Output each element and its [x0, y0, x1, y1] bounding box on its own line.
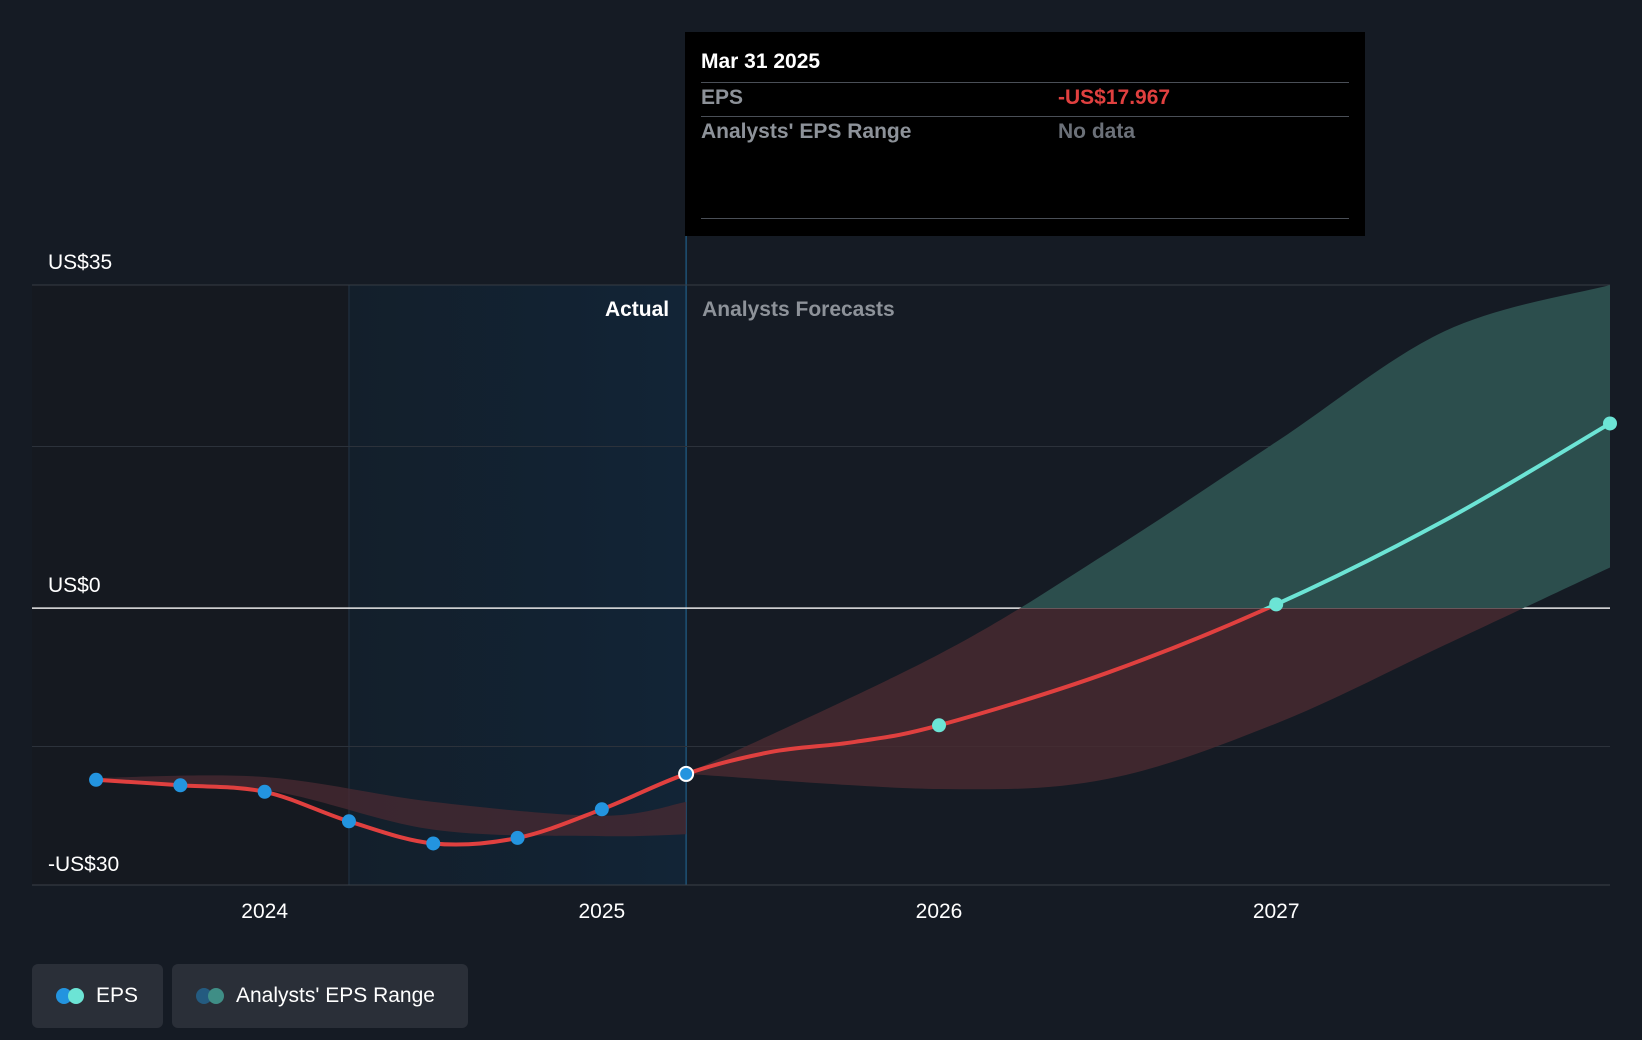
- eps-line-negative: [95, 608, 1273, 847]
- tooltip-range-label: Analysts' EPS Range: [701, 120, 912, 143]
- forecast-region-label: Analysts Forecasts: [702, 298, 895, 321]
- tooltip-divider: [701, 218, 1349, 219]
- x-tick-label: 2024: [241, 900, 288, 923]
- tooltip-date: Mar 31 2025: [701, 50, 821, 73]
- y-tick-label: US$35: [48, 251, 112, 274]
- eps-forecast-point: [1603, 416, 1617, 431]
- eps-point: [426, 836, 441, 851]
- y-tick-label: -US$30: [48, 853, 119, 876]
- legend-eps-label: EPS: [96, 984, 139, 1007]
- forecast-range-band-positive: [1020, 285, 1610, 609]
- legend-range-button[interactable]: Analysts' EPS Range: [172, 964, 468, 1028]
- actual-range-band: [96, 775, 687, 837]
- eps-forecast-point: [1269, 597, 1284, 612]
- tooltip-divider: [701, 82, 1349, 83]
- legend-range-label: Analysts' EPS Range: [236, 984, 435, 1007]
- x-tick-label: 2025: [578, 900, 625, 923]
- x-tick-label: 2027: [1253, 900, 1300, 923]
- tooltip: Mar 31 2025 EPS -US$17.967 Analysts' EPS…: [685, 32, 1365, 236]
- tooltip-divider: [701, 116, 1349, 117]
- actual-region-shade: [348, 285, 687, 885]
- forecast-range-band-negative: [686, 608, 1524, 790]
- eps-point-selected: [678, 765, 695, 782]
- tooltip-range-value: No data: [1058, 120, 1136, 143]
- range-legend-icon: [196, 988, 226, 1004]
- tooltip-eps-value: -US$17.967: [1058, 86, 1171, 109]
- eps-point: [341, 814, 356, 829]
- eps-point: [594, 802, 609, 817]
- eps-point: [257, 784, 272, 799]
- eps-point: [89, 772, 104, 787]
- eps-point: [173, 778, 188, 793]
- actual-region-label: Actual: [605, 298, 669, 321]
- eps-legend-icon: [56, 988, 86, 1004]
- x-tick-label: 2026: [916, 900, 963, 923]
- tooltip-eps-label: EPS: [701, 86, 744, 109]
- legend-eps-button[interactable]: EPS: [32, 964, 163, 1028]
- eps-point: [510, 830, 525, 845]
- eps-forecast-point: [932, 718, 947, 733]
- y-tick-label: US$0: [48, 574, 101, 597]
